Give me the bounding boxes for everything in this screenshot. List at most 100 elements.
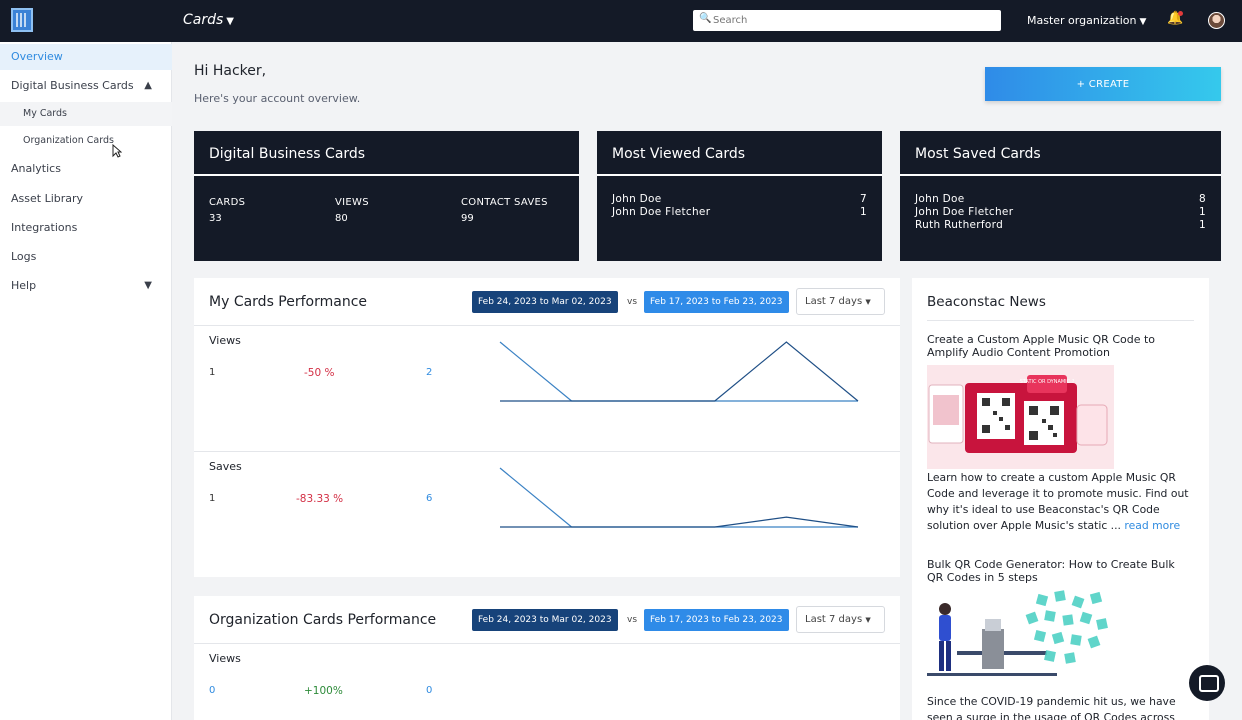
news-panel: Beaconstac News Create a Custom Apple Mu…	[912, 278, 1209, 720]
create-button[interactable]: + CREATE	[985, 67, 1221, 101]
sidebar-item-overview[interactable]: Overview	[0, 44, 172, 70]
sidebar-item-label: Help	[11, 279, 37, 292]
sidebar-item-label: Digital Business Cards	[11, 79, 134, 92]
list-item[interactable]: John Doe 7	[612, 193, 867, 206]
summary-card: Digital Business Cards CARDS 33 VIEWS 80…	[194, 131, 579, 261]
sidebar-item-label: Logs	[11, 250, 37, 263]
card-count: 7	[860, 193, 867, 205]
card-count: 8	[1199, 193, 1206, 205]
article-title-link[interactable]: Bulk QR Code Generator: How to Create Bu…	[927, 558, 1175, 584]
chat-support-icon[interactable]	[1189, 665, 1225, 701]
notification-dot	[1178, 11, 1183, 16]
card-count: 1	[860, 206, 867, 218]
mouse-cursor-icon	[112, 144, 122, 158]
list-item[interactable]: John Doe Fletcher 1	[915, 206, 1206, 219]
sidebar-item-help[interactable]: Help ▼	[0, 273, 172, 299]
sidebar: Overview Digital Business Cards ▲ My Card…	[0, 42, 172, 720]
read-more-link[interactable]: read more	[1124, 519, 1181, 532]
metric-current: 0	[209, 685, 216, 696]
card-name: Ruth Rutherford	[915, 219, 1004, 231]
period-dropdown[interactable]: Last 7 days ▼	[796, 606, 885, 633]
chevron-up-icon[interactable]: ▲	[144, 80, 152, 91]
divider	[597, 174, 882, 176]
vs-label: vs	[627, 297, 638, 307]
previous-series-line	[499, 341, 858, 402]
product-name: Cards	[183, 12, 224, 28]
current-range-badge[interactable]: Feb 24, 2023 to Mar 02, 2023	[472, 609, 618, 631]
card-count: 1	[1199, 206, 1206, 218]
stat-contact-saves: CONTACT SAVES 99	[461, 195, 548, 227]
sidebar-item-my-cards[interactable]: My Cards	[0, 102, 172, 126]
sidebar-item-analytics[interactable]: Analytics	[0, 156, 172, 182]
list-item[interactable]: John Doe Fletcher 1	[612, 206, 867, 219]
sidebar-item-organization-cards[interactable]: Organization Cards	[0, 129, 172, 153]
stat-views: VIEWS 80	[335, 195, 369, 227]
metric-label: Saves	[209, 460, 242, 473]
previous-range-badge[interactable]: Feb 17, 2023 to Feb 23, 2023	[644, 291, 789, 313]
divider	[194, 325, 900, 326]
most-saved-list: John Doe 8 John Doe Fletcher 1 Ruth Ruther…	[915, 193, 1206, 232]
article-excerpt: Since the COVID-19 pandemic hit us, we h…	[927, 695, 1176, 720]
greeting-subtitle: Here's your account overview.	[194, 92, 361, 105]
most-saved-card: Most Saved Cards John Doe 8 John Doe Flet…	[900, 131, 1221, 261]
bulk-qr-illustration	[927, 590, 1108, 676]
sidebar-item-label: My Cards	[23, 108, 68, 119]
news-title: Beaconstac News	[927, 294, 1046, 310]
sidebar-item-label: Organization Cards	[23, 135, 114, 146]
avatar[interactable]	[1208, 12, 1225, 29]
current-range-badge[interactable]: Feb 24, 2023 to Mar 02, 2023	[472, 291, 618, 313]
metric-label: Views	[209, 334, 241, 347]
organization-switcher[interactable]: Master organization ▼	[1027, 14, 1146, 27]
article-thumbnail[interactable]: STATIC OR DYNAMIC ?	[927, 365, 1114, 469]
list-item[interactable]: Ruth Rutherford 1	[915, 219, 1206, 232]
beaconstac-logo-icon[interactable]	[11, 8, 33, 32]
most-viewed-card: Most Viewed Cards John Doe 7 John Doe Fle…	[597, 131, 882, 261]
sidebar-item-integrations[interactable]: Integrations	[0, 215, 172, 241]
stat-label: CONTACT SAVES	[461, 197, 548, 208]
search-input[interactable]	[713, 12, 993, 29]
period-dropdown[interactable]: Last 7 days ▼	[796, 288, 885, 315]
previous-range-badge[interactable]: Feb 17, 2023 to Feb 23, 2023	[644, 609, 789, 631]
metric-label: Views	[209, 652, 241, 665]
organization-cards-performance-panel: Organization Cards Performance Feb 24, 2…	[194, 596, 900, 720]
article-title-link[interactable]: Create a Custom Apple Music QR Code to A…	[927, 333, 1156, 359]
stat-label: CARDS	[209, 197, 246, 208]
sidebar-item-asset-library[interactable]: Asset Library	[0, 186, 172, 212]
saves-sparkline	[499, 467, 859, 528]
article-thumbnail[interactable]	[927, 589, 1112, 685]
thumbnail-badge-text: STATIC OR DYNAMIC ?	[1020, 379, 1075, 385]
caret-down-icon: ▼	[865, 298, 871, 306]
greeting: Hi Hacker,	[194, 63, 267, 79]
sidebar-item-digital-business-cards[interactable]: Digital Business Cards ▲	[0, 73, 172, 99]
sidebar-item-label: Overview	[11, 50, 63, 63]
stat-label: VIEWS	[335, 197, 369, 208]
metric-change: -83.33 %	[296, 493, 344, 505]
metric-previous: 2	[426, 367, 433, 378]
product-switcher[interactable]: Cards ▼	[183, 12, 234, 28]
metric-current: 1	[209, 493, 216, 504]
card-name: John Doe	[612, 193, 662, 205]
panel-title: Organization Cards Performance	[209, 612, 437, 628]
chevron-down-icon[interactable]: ▼	[144, 280, 152, 291]
chevron-down-icon: ▼	[226, 16, 234, 27]
metric-previous: 6	[426, 493, 433, 504]
panel-title: My Cards Performance	[209, 294, 368, 310]
my-cards-performance-panel: My Cards Performance Feb 24, 2023 to Mar…	[194, 278, 900, 577]
sidebar-item-logs[interactable]: Logs	[0, 244, 172, 270]
metric-current: 1	[209, 367, 216, 378]
divider	[900, 174, 1221, 176]
metric-change: +100%	[304, 685, 343, 697]
list-item[interactable]: John Doe 8	[915, 193, 1206, 206]
qr-illustration: STATIC OR DYNAMIC ?	[928, 375, 1108, 453]
organization-name: Master organization	[1027, 14, 1137, 27]
divider	[927, 320, 1194, 321]
card-count: 1	[1199, 219, 1206, 231]
article-excerpt-text: Learn how to create a custom Apple Music…	[927, 471, 1189, 532]
notifications-bell-icon[interactable]: 🔔	[1167, 11, 1184, 26]
stat-cards: CARDS 33	[209, 195, 245, 227]
period-value: Last 7 days	[805, 614, 863, 625]
search-box[interactable]: 🔍	[693, 10, 1001, 31]
metric-change: -50 %	[304, 367, 335, 379]
most-saved-title: Most Saved Cards	[915, 146, 1041, 162]
stat-value: 80	[335, 213, 348, 224]
